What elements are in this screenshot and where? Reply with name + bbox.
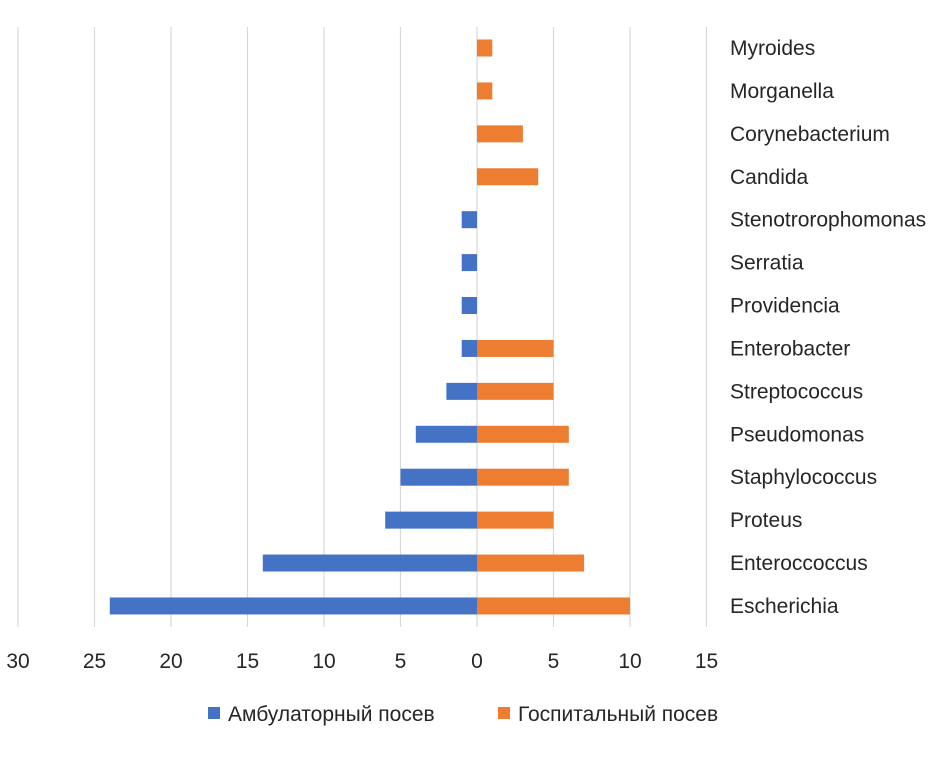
bar-hospital bbox=[477, 597, 630, 615]
category-label: Enteroccoccus bbox=[730, 552, 868, 575]
category-label: Staphylococcus bbox=[730, 466, 877, 489]
category-label: Pseudomonas bbox=[730, 423, 864, 446]
bar-ambulatory bbox=[446, 382, 477, 400]
legend-swatch-hospital bbox=[498, 707, 510, 719]
bar-ambulatory bbox=[262, 554, 477, 572]
bar-hospital bbox=[477, 168, 539, 186]
gridlines bbox=[17, 27, 708, 627]
category-label: Candida bbox=[730, 166, 809, 189]
category-label: Morganella bbox=[730, 80, 834, 103]
bar-hospital bbox=[477, 468, 569, 486]
bar-ambulatory bbox=[461, 339, 477, 357]
category-label: Streptococcus bbox=[730, 380, 863, 403]
x-tick-label: 30 bbox=[6, 650, 29, 673]
x-tick-label: 5 bbox=[548, 650, 560, 673]
bar-hospital bbox=[477, 511, 554, 529]
bar-hospital bbox=[477, 382, 554, 400]
bar-hospital bbox=[477, 82, 493, 100]
bar-ambulatory bbox=[461, 297, 477, 315]
x-tick-label: 5 bbox=[395, 650, 407, 673]
x-axis-ticks: 30 25 20 15 10 5 0 5 10 15 bbox=[6, 650, 718, 673]
x-tick-label: 15 bbox=[695, 650, 718, 673]
bar-ambulatory bbox=[461, 211, 477, 229]
x-tick-label: 25 bbox=[83, 650, 106, 673]
bar-ambulatory bbox=[415, 425, 477, 443]
category-label: Corynebacterium bbox=[730, 123, 890, 146]
x-tick-label: 15 bbox=[236, 650, 259, 673]
category-label: Stenotrorophomonas bbox=[730, 209, 926, 232]
bar-hospital bbox=[477, 554, 585, 572]
x-tick-label: 10 bbox=[312, 650, 335, 673]
bars bbox=[109, 39, 630, 615]
legend-label-ambulatory: Амбулаторный посев bbox=[228, 703, 435, 726]
category-label: Providencia bbox=[730, 295, 840, 318]
legend: Амбулаторный посев Госпитальный посев bbox=[208, 703, 718, 726]
category-label: Myroides bbox=[730, 37, 815, 60]
bar-ambulatory bbox=[461, 254, 477, 272]
bar-ambulatory bbox=[109, 597, 478, 615]
bar-hospital bbox=[477, 39, 493, 57]
legend-swatch-ambulatory bbox=[208, 707, 220, 719]
x-tick-label: 10 bbox=[618, 650, 641, 673]
category-labels: Myroides Morganella Corynebacterium Candida… bbox=[730, 37, 926, 618]
category-label: Serratia bbox=[730, 252, 804, 275]
bar-ambulatory bbox=[400, 468, 477, 486]
x-tick-label: 0 bbox=[471, 650, 483, 673]
bar-hospital bbox=[477, 339, 554, 357]
category-label: Proteus bbox=[730, 509, 802, 532]
category-label: Enterobacter bbox=[730, 337, 850, 360]
bar-hospital bbox=[477, 425, 569, 443]
bar-ambulatory bbox=[385, 511, 477, 529]
legend-label-hospital: Госпитальный посев bbox=[518, 703, 718, 726]
bar-hospital bbox=[477, 125, 523, 143]
x-tick-label: 20 bbox=[159, 650, 182, 673]
category-label: Escherichia bbox=[730, 595, 839, 618]
